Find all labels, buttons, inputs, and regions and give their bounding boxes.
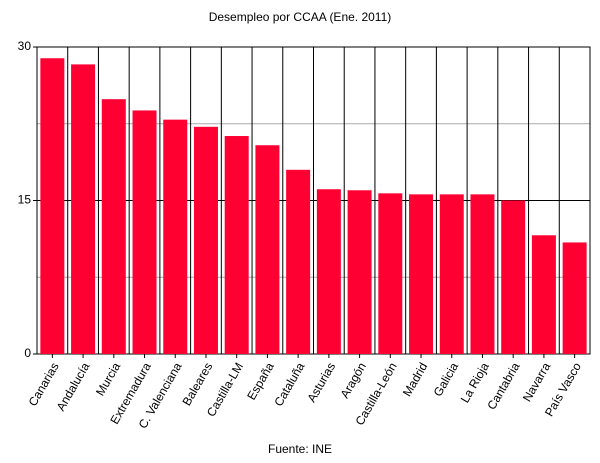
bar (439, 194, 464, 354)
bar (40, 58, 65, 355)
x-tick-label: España (244, 360, 277, 403)
bar (316, 189, 341, 354)
bar (163, 119, 188, 354)
bar (409, 194, 434, 354)
x-tick-label: Navarra (520, 360, 554, 404)
bar (286, 169, 311, 354)
bar (501, 200, 526, 354)
bar (470, 194, 495, 354)
x-tick-label: Madrid (400, 360, 430, 399)
x-tick-label: Asturias (304, 360, 338, 405)
bar (562, 242, 587, 354)
chart-title: Desempleo por CCAA (Ene. 2011) (209, 10, 392, 24)
y-tick-label: 0 (24, 346, 31, 360)
y-tick-label: 15 (18, 193, 32, 207)
x-tick-label: Cataluña (271, 360, 307, 409)
source-note: Fuente: INE (268, 442, 332, 456)
bar (71, 64, 96, 354)
bar (347, 190, 372, 354)
y-tick-label: 30 (18, 39, 32, 53)
bar (378, 193, 403, 354)
bar (224, 136, 249, 354)
bar (531, 235, 556, 354)
bar (132, 110, 157, 355)
bar (193, 126, 218, 354)
plot-frame (36, 46, 591, 355)
x-tick-label: Murcia (93, 360, 123, 398)
x-tick-label: Galicia (431, 360, 462, 399)
x-tick-label: Aragón (337, 360, 368, 401)
x-tick-label: La Rioja (458, 360, 492, 405)
bar (101, 99, 126, 354)
bar (255, 145, 280, 354)
